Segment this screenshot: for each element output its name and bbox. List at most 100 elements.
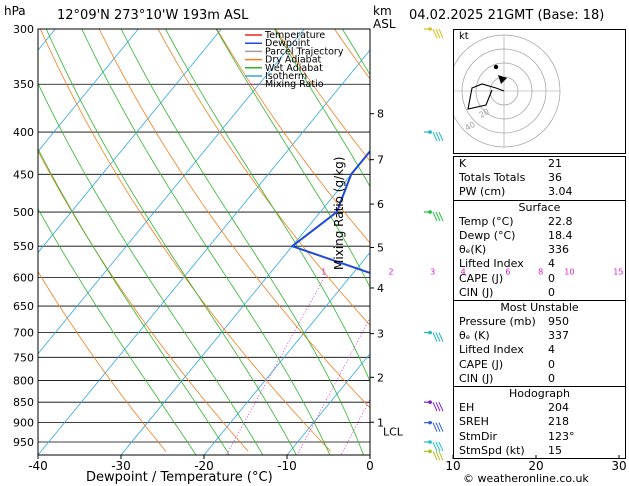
wind-barb-point (428, 400, 432, 404)
mixing-ratio-label: 10 (564, 267, 574, 276)
wind-barb-flag (435, 422, 441, 432)
wind-barb-point (428, 449, 432, 454)
hodo-value: 218 (548, 415, 569, 429)
wet-adiabat-line (274, 29, 370, 188)
mu-key: CAPE (J) (459, 357, 504, 371)
wind-barb-flag (438, 211, 444, 222)
index-key: Totals Totals (459, 171, 526, 185)
mixing-ratio-label: 3 (430, 267, 435, 276)
wind-barb-flag (438, 441, 444, 452)
hodo-key: StmDir (459, 429, 498, 443)
wet-adiabat-line (81, 29, 331, 455)
wet-adiabat-line (38, 82, 264, 455)
mu-key: θₑ (K) (459, 329, 490, 343)
wind-barb-flag (432, 131, 438, 142)
hodograph-plot: 40 20 (454, 34, 561, 148)
surface-key: Temp (°C) (459, 214, 514, 228)
x-tick-label: 0 (366, 459, 374, 473)
km-tick-label: 1 (377, 416, 384, 429)
hodo-value: 15 (548, 443, 562, 457)
pressure-tick-label: 800 (13, 374, 34, 387)
hodograph-point (493, 64, 499, 70)
x-tick-label: -10 (277, 459, 297, 473)
surface-key: Dewp (°C) (459, 228, 516, 242)
hodograph-header: Hodograph (509, 387, 570, 400)
wind-barb-flag (435, 28, 441, 39)
x-axis-label: Dewpoint / Temperature (°C) (86, 470, 273, 485)
hodograph-ring-label: 40 (464, 120, 477, 133)
wind-barb-point (428, 420, 432, 425)
x-tick-label: -20 (194, 459, 214, 473)
mu-key: CIN (J) (459, 371, 494, 385)
hodo-value: 204 (548, 401, 569, 415)
wet-adiabat-line (45, 29, 297, 455)
mu-value: 337 (548, 329, 569, 343)
km-tick-label: 3 (377, 328, 384, 341)
km-tick-label: 2 (377, 371, 384, 384)
surface-value: 336 (548, 243, 569, 257)
mixing-ratio-label: 15 (613, 267, 623, 276)
surface-key: CAPE (J) (459, 271, 504, 285)
pressure-tick-label: 700 (13, 327, 34, 340)
index-value: 21 (548, 157, 562, 170)
hodograph-trace (467, 83, 505, 110)
isotherm-line (38, 29, 222, 254)
wet-adiabat-line (38, 147, 230, 455)
wind-barb-flag (432, 451, 438, 461)
pressure-tick-label: 650 (13, 300, 34, 313)
wind-barb-flag (438, 401, 444, 412)
pressure-tick-label: 850 (13, 396, 34, 409)
asl-label: ASL (373, 17, 396, 31)
wet-adiabat-line (38, 207, 197, 455)
km-tick-label: 7 (377, 154, 384, 167)
dry-adiabat-line (38, 150, 249, 452)
legend-label: Dewpoint (265, 38, 310, 49)
mu-value: 0 (548, 371, 555, 385)
dry-adiabat-line (38, 270, 167, 452)
wet-adiabat-line (215, 29, 370, 289)
storm-motion-arrow (498, 75, 507, 84)
wind-barb-flag (435, 131, 441, 142)
dry-adiabat-line (216, 29, 370, 244)
legend-label: Temperature (264, 30, 325, 41)
mu-key: Lifted Index (459, 343, 524, 357)
km-label: km (373, 4, 392, 18)
pressure-tick-label: 350 (13, 78, 34, 91)
legend-label: Wet Adiabat (265, 63, 323, 74)
mu-key: Pressure (mb) (459, 315, 536, 329)
mixing-ratio-label: 8 (538, 267, 543, 276)
x-tick-label: 10 (445, 459, 460, 473)
isotherm-line (38, 49, 370, 455)
pressure-tick-label: 600 (13, 271, 34, 284)
wind-barb-flag (432, 441, 438, 452)
pressure-tick-label: 450 (13, 168, 34, 181)
surface-key: Lifted Index (459, 257, 524, 271)
mixing-ratio-label: 1 (321, 267, 326, 276)
surface-header: Surface (518, 200, 561, 214)
km-tick-label: 4 (377, 282, 384, 295)
hodograph-kt-label: kt (459, 31, 469, 42)
pressure-tick-label: 950 (13, 436, 34, 449)
series-line-dewpoint (290, 149, 370, 275)
dry-adiabat-line (39, 29, 331, 452)
pressure-tick-label: 400 (13, 126, 34, 139)
surface-key: θₑ(K) (459, 243, 487, 257)
location-title: 12°09'N 273°10'W 193m ASL (57, 8, 249, 23)
wet-adiabat-line (120, 29, 364, 455)
legend-label: Parcel Trajectory (265, 46, 344, 57)
legend-label: Isotherm (265, 71, 307, 82)
pressure-tick-label: 900 (13, 417, 34, 430)
wind-barb-point (428, 440, 432, 444)
surface-key: CIN (J) (459, 285, 494, 299)
x-tick-label: -40 (28, 459, 48, 473)
hodo-key: EH (459, 401, 475, 415)
surface-value: 22.8 (548, 214, 573, 228)
index-key: PW (cm) (459, 185, 506, 199)
pressure-tick-label: 300 (13, 23, 34, 36)
chart-axes: 1234681015202530035040045050055060065070… (13, 23, 627, 473)
most-unstable-header: Most Unstable (500, 300, 579, 314)
surface-value: 18.4 (548, 228, 573, 242)
copyright: © weatheronline.co.uk (463, 472, 589, 485)
